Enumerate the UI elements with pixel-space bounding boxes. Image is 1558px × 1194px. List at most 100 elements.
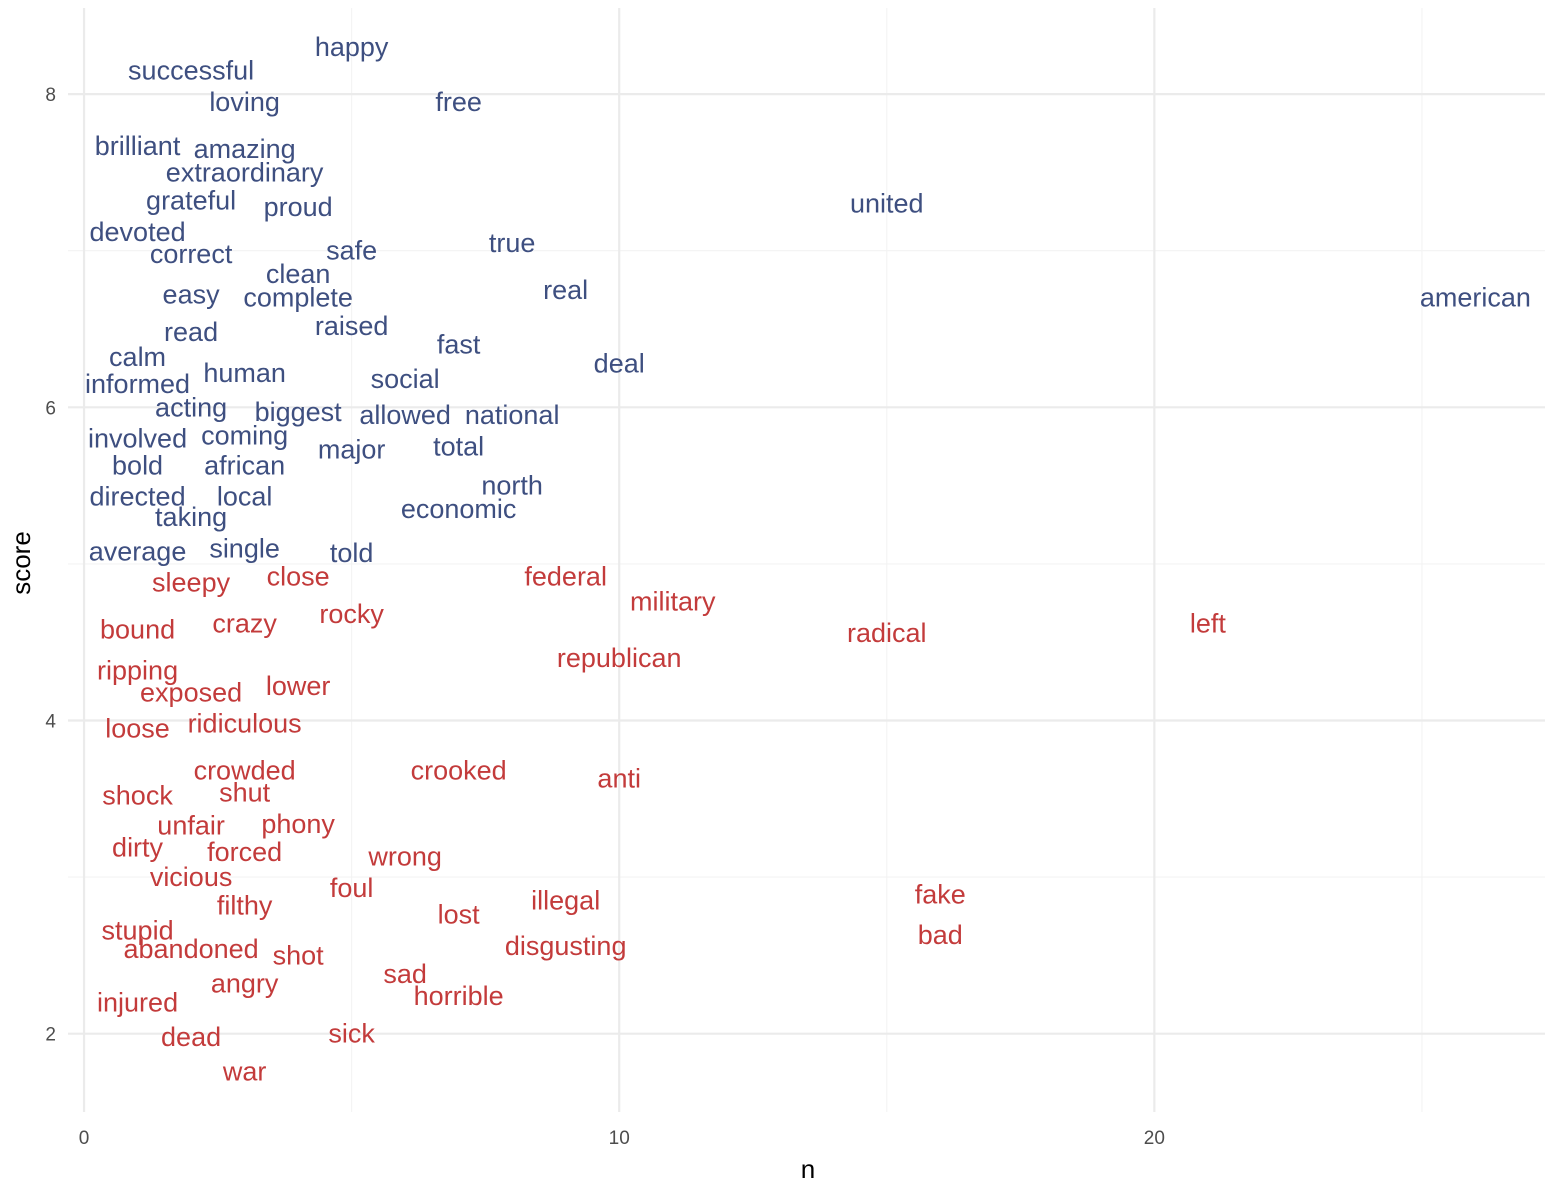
word-point: abandoned — [124, 934, 259, 964]
word-point: foul — [330, 873, 374, 903]
word-point: grateful — [146, 186, 236, 216]
y-axis-title: score — [6, 531, 36, 595]
word-point: dirty — [112, 832, 164, 862]
word-point: military — [630, 586, 716, 616]
word-point: real — [543, 275, 588, 305]
word-point: rocky — [319, 599, 384, 629]
word-point: happy — [315, 32, 389, 62]
word-point: crazy — [212, 608, 277, 638]
word-point: loving — [209, 87, 280, 117]
word-point: major — [318, 435, 386, 465]
word-point: national — [465, 400, 560, 430]
word-point: directed — [90, 482, 186, 512]
word-point: wrong — [367, 842, 442, 872]
word-point: human — [203, 358, 286, 388]
word-point: lower — [266, 671, 331, 701]
word-point: sleepy — [152, 568, 231, 598]
word-point: average — [89, 536, 187, 566]
axis-ticks: 0 10 20 2 4 6 8 — [45, 85, 1164, 1149]
word-point: ripping — [97, 655, 178, 685]
word-point: vicious — [150, 862, 233, 892]
word-point: disgusting — [505, 931, 627, 961]
word-point: total — [433, 431, 484, 461]
word-point: unfair — [157, 810, 225, 840]
y-tick-label: 8 — [45, 85, 56, 106]
word-point: anti — [597, 763, 641, 793]
word-point: injured — [97, 987, 178, 1017]
word-point: loose — [105, 713, 170, 743]
word-point: successful — [128, 56, 254, 86]
word-point: allowed — [359, 400, 451, 430]
word-point: african — [204, 450, 285, 480]
word-point: taking — [155, 502, 227, 532]
word-point: safe — [326, 236, 377, 266]
y-tick-label: 4 — [45, 712, 56, 733]
word-point: republican — [557, 643, 682, 673]
word-point: crowded — [194, 756, 296, 786]
word-point: bad — [918, 920, 963, 950]
word-point: read — [164, 317, 218, 347]
word-point: ridiculous — [188, 709, 302, 739]
word-point: involved — [88, 424, 187, 454]
word-point: shut — [219, 778, 271, 808]
word-point: horrible — [414, 981, 504, 1011]
word-point: amazing — [194, 134, 296, 164]
x-tick-label: 10 — [609, 1128, 630, 1149]
word-point: extraordinary — [166, 157, 324, 187]
word-point: social — [371, 364, 440, 394]
word-point: crooked — [411, 756, 507, 786]
word-point: united — [850, 189, 924, 219]
word-point: exposed — [140, 677, 242, 707]
word-point: forced — [207, 837, 282, 867]
word-point: proud — [264, 192, 333, 222]
word-point: shock — [102, 781, 173, 811]
word-point: devoted — [90, 217, 186, 247]
word-point: free — [435, 87, 482, 117]
word-point: correct — [150, 239, 233, 269]
word-point: local — [217, 482, 273, 512]
word-point: true — [489, 228, 536, 258]
y-tick-label: 6 — [45, 398, 56, 419]
word-point: sick — [328, 1019, 375, 1049]
word-point: sad — [383, 959, 427, 989]
word-point: biggest — [255, 397, 343, 427]
word-point: raised — [315, 311, 389, 341]
x-tick-label: 0 — [79, 1128, 90, 1149]
x-axis-title: n — [801, 1154, 815, 1184]
word-point: fast — [437, 330, 481, 360]
word-point: illegal — [531, 886, 600, 916]
x-tick-label: 20 — [1144, 1128, 1165, 1149]
word-point: calm — [109, 342, 166, 372]
word-point: north — [481, 471, 543, 501]
word-point: single — [209, 533, 280, 563]
word-point: close — [267, 561, 330, 591]
word-point: left — [1190, 608, 1227, 638]
word-point: phony — [261, 809, 335, 839]
word-point: complete — [243, 283, 353, 313]
word-point: radical — [847, 618, 927, 648]
word-point: economic — [401, 494, 517, 524]
word-point: fake — [915, 879, 966, 909]
word-point: stupid — [102, 915, 174, 945]
word-point: informed — [85, 369, 190, 399]
word-point: filthy — [217, 890, 273, 920]
word-point: easy — [163, 280, 221, 310]
y-tick-label: 2 — [45, 1025, 56, 1046]
word-point: brilliant — [95, 131, 181, 161]
word-point: dead — [161, 1022, 221, 1052]
word-point: bold — [112, 450, 163, 480]
word-point: angry — [211, 969, 279, 999]
word-point: lost — [438, 900, 481, 930]
word-point: acting — [155, 392, 227, 422]
word-point: federal — [524, 561, 607, 591]
word-point: told — [330, 538, 374, 568]
word-point: coming — [201, 421, 288, 451]
word-point: deal — [594, 348, 645, 378]
word-point: bound — [100, 615, 175, 645]
word-point: shot — [273, 940, 325, 970]
word-point: clean — [266, 259, 331, 289]
grid — [68, 8, 1545, 1112]
word-point: war — [222, 1056, 267, 1086]
